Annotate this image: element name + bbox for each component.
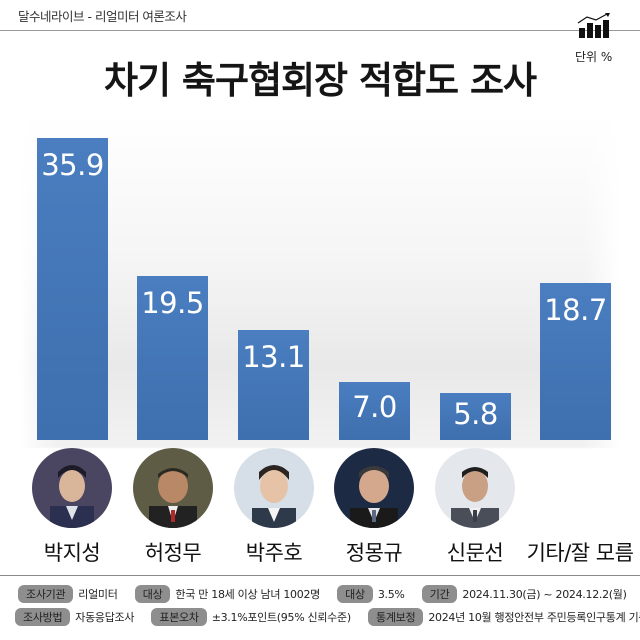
top-divider — [0, 30, 640, 31]
chart-title: 차기 축구협회장 적합도 조사 — [103, 59, 537, 102]
response-rate-value: 3.5% — [377, 588, 405, 601]
candidate-name: 신문선 — [446, 541, 504, 565]
avatar-parkjuho — [234, 448, 314, 528]
candidate-name: 박지성 — [43, 541, 101, 565]
bar-value: 5.8 — [453, 397, 498, 431]
bottom-divider — [0, 575, 640, 576]
bar-value: 19.5 — [141, 286, 204, 320]
badge-period: 기간 — [421, 585, 458, 603]
bar-shinmunseon: 5.8 — [440, 393, 511, 440]
bar-heojeongmu: 19.5 — [137, 276, 208, 440]
candidate-name: 기타/잘 모름 — [526, 541, 634, 565]
source-label: 달수네라이브 - 리얼미터 여론조사 — [18, 9, 187, 24]
bar-value: 7.0 — [352, 390, 397, 424]
candidate-name: 정몽규 — [345, 541, 403, 565]
candidate-name: 허정무 — [144, 541, 202, 565]
bar-parkjuho: 13.1 — [238, 330, 309, 440]
sampling-error-value: ±3.1%포인트(95% 신뢰수준) — [211, 611, 351, 624]
badge-survey-method: 조사방법 — [15, 608, 71, 626]
plot-background — [20, 118, 620, 448]
bar-value: 13.1 — [242, 340, 305, 374]
period-value: 2024.11.30(금) ~ 2024.12.2(월) — [462, 588, 627, 601]
badge-survey-agency: 조사기관 — [18, 585, 74, 603]
avatar-shinmunseon — [435, 448, 515, 528]
bar-parkjisung: 35.9 — [37, 138, 108, 440]
badge-sampling-error: 표본오차 — [151, 608, 207, 626]
bar-other-unknown: 18.7 — [540, 283, 611, 440]
badge-target: 대상 — [134, 585, 171, 603]
bar-value: 18.7 — [544, 293, 607, 327]
bar-chungmonggyu: 7.0 — [339, 382, 410, 440]
avatar-heojeongmu — [133, 448, 213, 528]
survey-method-value: 자동응답조사 — [75, 611, 135, 624]
weighting-value: 2024년 10월 행정안전부 주민등록인구통계 기준 — [428, 611, 640, 624]
target-value: 한국 만 18세 이상 남녀 1002명 — [175, 588, 320, 601]
bar-chart-trend-icon — [577, 13, 610, 38]
unit-label: 단위 % — [575, 50, 613, 64]
candidate-name: 박주호 — [245, 541, 303, 565]
avatar-chungmonggyu — [334, 448, 414, 528]
avatar-parkjisung — [32, 448, 112, 528]
bar-value: 35.9 — [41, 148, 104, 182]
footer-row-2: 조사방법 자동응답조사 표본오차 ±3.1%포인트(95% 신뢰수준) 통계보정 20… — [15, 608, 640, 626]
survey-agency-value: 리얼미터 — [78, 588, 118, 601]
badge-weighting: 통계보정 — [368, 608, 424, 626]
footer-row-1: 조사기관 리얼미터 대상 한국 만 18세 이상 남녀 1002명 대상 3.5% 기… — [18, 585, 640, 603]
badge-response-rate: 대상 — [337, 585, 373, 603]
